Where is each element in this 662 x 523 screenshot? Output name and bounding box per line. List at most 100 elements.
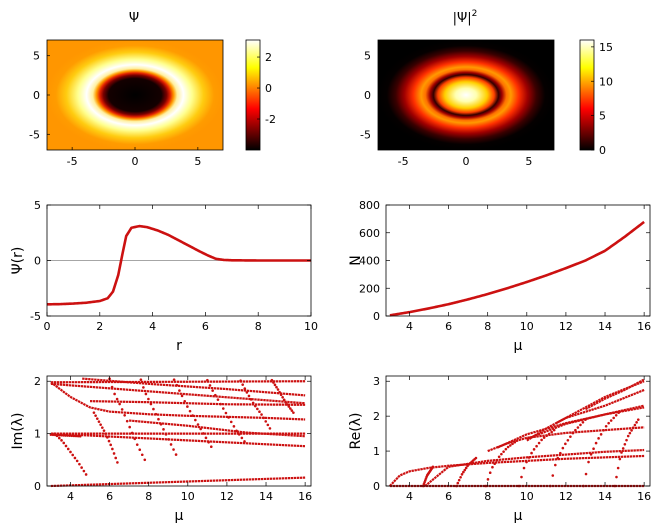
re-spectrum-branch-point [551,474,555,477]
re-spectrum-branch-point [540,438,543,442]
psi-map-xtick-label: 5 [194,155,201,168]
im-spectrum-branch-point [268,427,272,430]
im-spectrum-branch-point [106,436,109,439]
re-spectrum-xlabel: μ [514,508,523,523]
im-spectrum-branch-point [164,433,168,436]
im-spectrum-branch-point [62,441,66,445]
re-spectrum-branch-point [616,466,620,470]
im-spectrum-branch-point [167,438,170,441]
norm-curve-xtick-label: 12 [559,320,573,333]
re-spectrum-branch-point [511,442,514,446]
psi-profile-ytick-label: 5 [34,199,41,212]
im-spectrum-branch-point [144,392,148,396]
re-spectrum-branch-point [552,428,556,432]
im-spectrum-xtick-label: 16 [298,490,312,503]
im-spectrum-branch-point [130,431,134,435]
im-spectrum-branch-point [186,405,189,408]
im-spectrum-frame [46,375,312,487]
re-spectrum-branch-point [506,445,510,449]
re-spectrum-branch-point [564,442,567,446]
im-spectrum-xtick-label: 12 [220,490,234,503]
im-spectrum-branch-point [239,379,242,383]
im-spectrum-branch-point [78,434,82,438]
im-spectrum-branch-point [64,444,68,448]
norm-curve-frame [385,204,651,317]
im-spectrum-branch-point [199,427,202,431]
norm-curve-xtick-label: 16 [637,320,651,333]
re-spectrum-branch-point [609,419,613,422]
im-spectrum-branch-point [149,402,153,406]
re-spectrum-branch-point [623,442,627,446]
re-spectrum-branch-point [587,460,590,464]
im-spectrum-branch-point [138,448,142,452]
re-spectrum-branch-point [612,416,615,420]
panel-norm-curve: 4 6 8 10 12 14 16 800 600 400 200 0 μ N [348,199,651,354]
im-spectrum-xtick-label: 8 [145,490,152,503]
im-spectrum-branch-point [92,411,96,414]
psi-profile-xtick-label: 4 [149,320,156,333]
im-spectrum-branch-point [51,433,55,437]
psi-map-title: Ψ [129,11,139,26]
re-spectrum-branch-point [633,423,637,427]
re-spectrum-branch-point [486,478,490,481]
re-spectrum-branch-line [584,378,645,411]
im-spectrum-branch-point [60,433,63,437]
im-spectrum-branch-line [50,432,306,448]
re-spectrum-branch-point [614,413,618,417]
im-spectrum-branch-point [125,419,129,423]
im-spectrum-branch-point [180,394,184,398]
psi2-map-image [378,40,554,150]
re-spectrum-branch-point [617,411,621,414]
im-spectrum-branch-point [172,378,176,381]
im-spectrum-branch-point [214,393,217,397]
re-spectrum-branch-point [474,456,478,460]
re-spectrum-branch-point [620,451,623,454]
psi2-map-ytick-label: 0 [364,89,371,102]
im-spectrum-branch-point [194,418,197,422]
re-spectrum-branch-point [576,426,580,429]
re-spectrum-branch-point [545,434,548,438]
re-spectrum-branch-point [594,441,598,445]
im-spectrum-branch-point [97,420,101,423]
re-spectrum-branch-point [530,451,533,455]
im-spectrum-branch-point [243,440,246,443]
im-spectrum-branch-point [258,410,261,414]
im-spectrum-branch-point [120,408,124,411]
im-spectrum-branch-point [99,423,102,426]
re-spectrum-branch-point [579,423,582,427]
psi-map-ytick-label: 5 [33,50,40,63]
im-spectrum-branch-point [114,456,118,460]
im-spectrum-branch-point [80,466,83,469]
im-spectrum-branch-point [253,404,257,408]
im-spectrum-branch-point [240,436,244,440]
im-spectrum-branch-point [241,383,244,386]
psi2-colorbar-cbtick-label: 0 [599,144,606,157]
psi-map-ytick-label: 0 [33,89,40,102]
panel-psi2-heatmap: |Ψ|2 -5 0 5 5 0 -5 15 10 5 0 [360,9,613,168]
im-spectrum-xtick-label: 4 [67,490,74,503]
im-spectrum-branch-point [270,378,274,382]
norm-curve-ylabel: N [348,255,364,265]
im-spectrum-branch-point [82,469,86,473]
re-spectrum-branch-point [554,463,557,467]
im-spectrum-branch-point [183,399,187,403]
im-spectrum-branch-point [207,440,210,444]
re-spectrum-branch-point [584,472,588,476]
im-spectrum-branch-point [211,389,214,392]
im-spectrum-branch-point [159,422,163,426]
psi-profile-xlabel: r [176,338,182,354]
re-spectrum-branch-point [513,440,517,444]
psi-colorbar-cbtick-label: -2 [265,113,276,126]
im-spectrum-xtick-label: 6 [106,490,113,503]
re-spectrum-xtick-label: 16 [637,490,651,503]
im-spectrum-branch-point [284,401,288,404]
re-spectrum-branch-point [597,437,600,440]
im-spectrum-branch-point [292,411,295,414]
re-spectrum-branch-point [463,468,467,472]
im-spectrum-branch-point [175,383,179,387]
im-spectrum-branch-point [224,411,228,415]
re-spectrum-xtick-label: 6 [445,490,452,503]
norm-curve-xtick-label: 4 [406,320,413,333]
re-spectrum-branch-line [389,454,645,487]
